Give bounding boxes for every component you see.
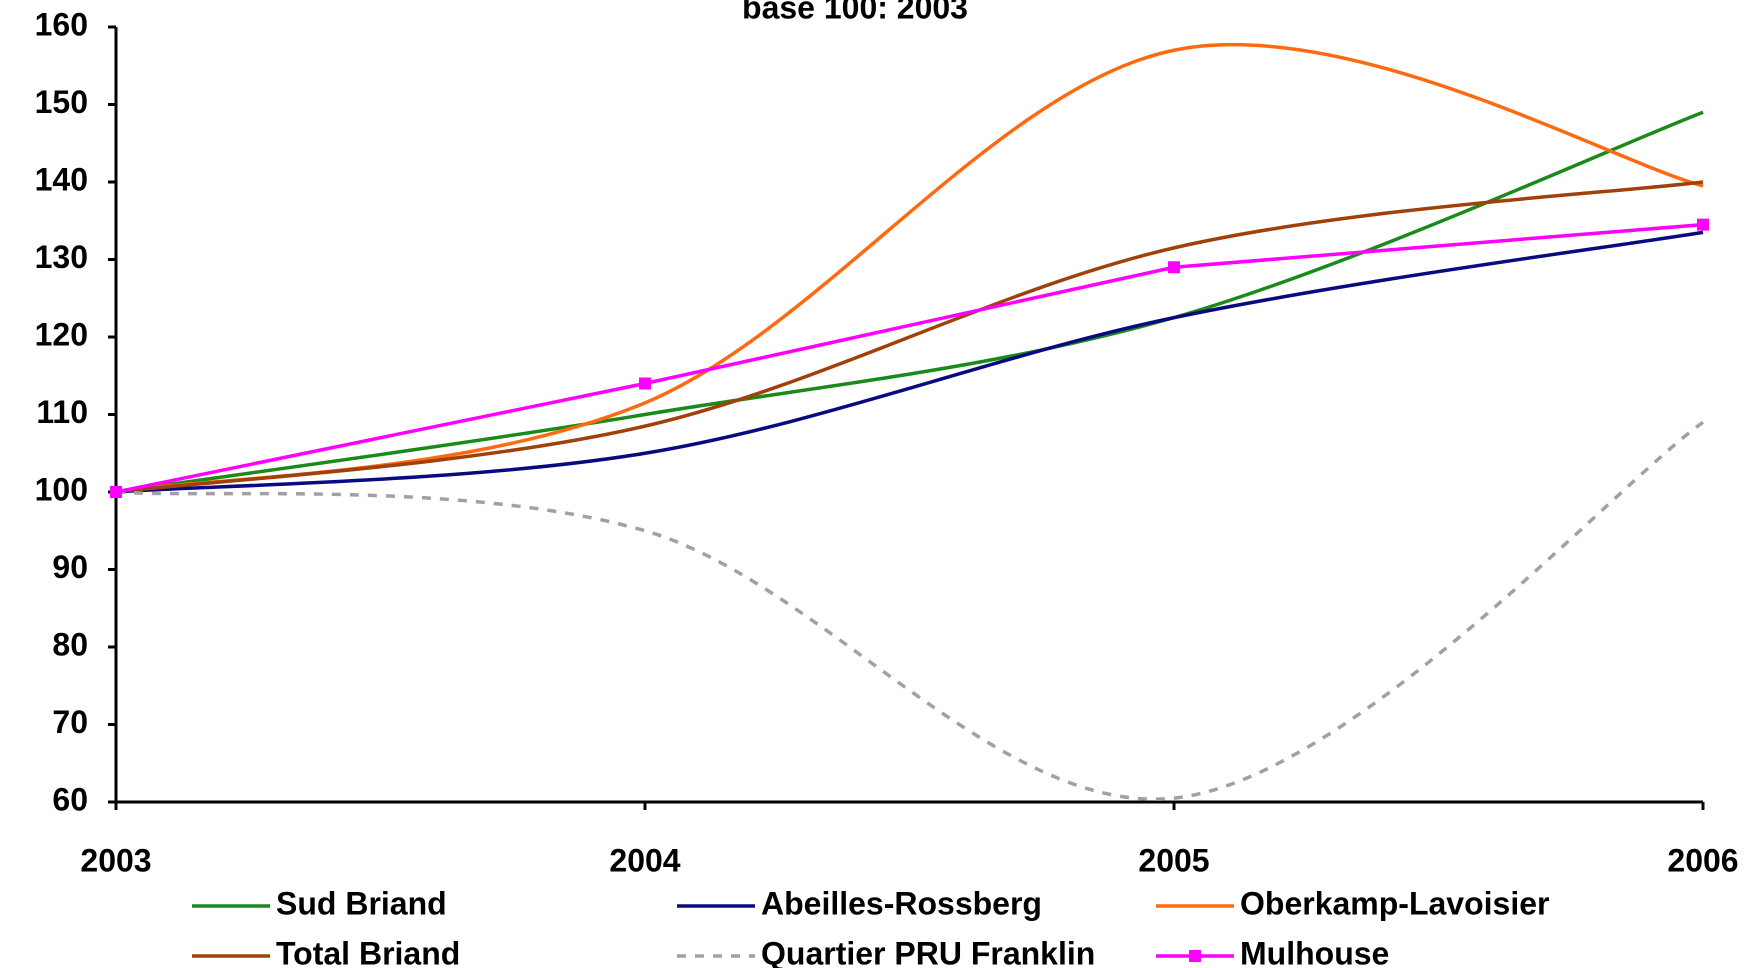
legend-label: Oberkamp-Lavoisier — [1240, 885, 1549, 921]
legend-label: Mulhouse — [1240, 935, 1389, 968]
y-tick-label: 60 — [52, 781, 88, 817]
series-line — [115, 180, 1704, 494]
chart-title: base 100: 2003 — [742, 0, 968, 25]
y-tick-label: 160 — [35, 6, 88, 42]
series-line — [115, 110, 1704, 494]
y-tick-label: 80 — [52, 626, 88, 662]
x-tick-label: 2004 — [609, 842, 680, 878]
y-tick-label: 70 — [52, 704, 88, 740]
series-marker — [1168, 261, 1180, 274]
legend-label: Total Briand — [276, 935, 460, 968]
y-tick-label: 100 — [35, 471, 88, 507]
x-tick-label: 2005 — [1138, 842, 1209, 878]
y-tick-label: 130 — [35, 239, 88, 275]
y-tick-label: 140 — [35, 161, 88, 197]
legend-marker — [1189, 950, 1201, 962]
series-marker — [639, 377, 651, 390]
series-marker — [1697, 218, 1709, 231]
y-tick-label: 120 — [35, 316, 88, 352]
x-tick-label: 2003 — [80, 842, 151, 878]
series-line — [115, 420, 1705, 801]
x-tick-label: 2006 — [1667, 842, 1738, 878]
y-tick-label: 150 — [35, 84, 88, 120]
series-marker — [110, 486, 122, 498]
legend-label: Abeilles-Rossberg — [761, 885, 1042, 921]
series-line — [115, 222, 1704, 494]
legend-label: Quartier PRU Franklin — [761, 935, 1095, 968]
legend-label: Sud Briand — [276, 885, 447, 921]
y-tick-label: 90 — [52, 549, 88, 585]
y-tick-label: 110 — [36, 394, 88, 430]
series-line — [115, 230, 1704, 494]
